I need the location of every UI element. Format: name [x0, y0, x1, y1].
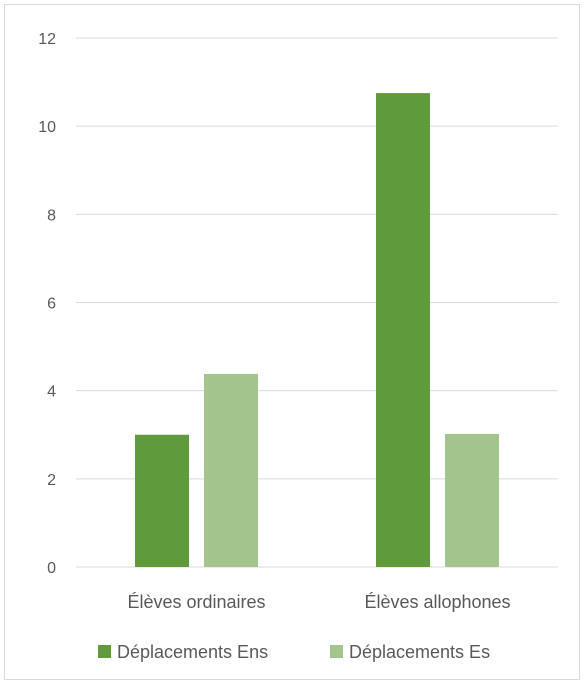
y-axis-ticks: 0 2 4 6 8 10 12	[38, 31, 56, 577]
legend-label: Déplacements Es	[349, 642, 490, 662]
legend-label: Déplacements Ens	[117, 642, 268, 662]
legend-swatch	[98, 645, 111, 658]
y-tick-label: 4	[47, 384, 56, 401]
y-tick-label: 8	[47, 207, 56, 224]
y-tick-label: 2	[47, 472, 56, 489]
x-category-label: Élèves allophones	[364, 592, 510, 612]
bar-deplacements-ens-0	[135, 434, 189, 567]
bar-deplacements-es-1	[445, 433, 499, 567]
legend: Déplacements Ens Déplacements Es	[98, 642, 490, 662]
bar-deplacements-es-0	[204, 373, 258, 567]
y-tick-label: 10	[38, 119, 56, 136]
legend-swatch	[330, 645, 343, 658]
x-axis-categories: Élèves ordinaires Élèves allophones	[127, 592, 510, 612]
x-category-label: Élèves ordinaires	[127, 592, 265, 612]
y-tick-label: 12	[38, 31, 56, 48]
y-tick-label: 0	[47, 560, 56, 577]
y-tick-label: 6	[47, 296, 56, 313]
bars	[135, 93, 499, 568]
bar-deplacements-ens-1	[376, 93, 430, 568]
